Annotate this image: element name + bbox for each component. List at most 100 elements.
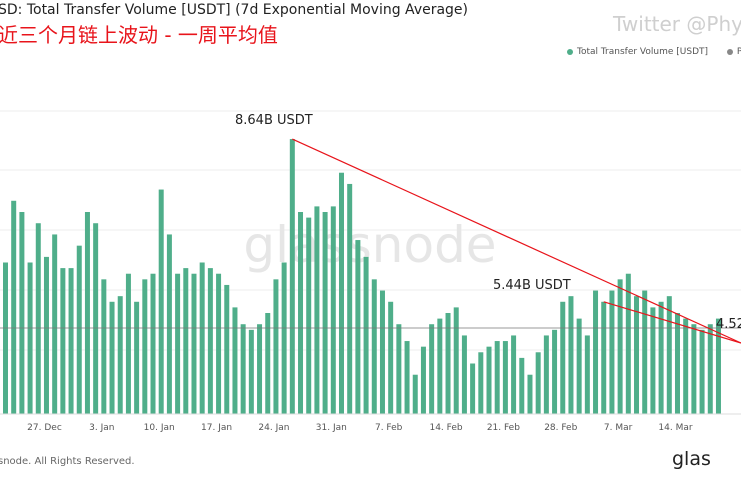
bar: [650, 307, 656, 414]
bar: [322, 212, 328, 414]
bar: [593, 290, 599, 414]
bar: [543, 335, 549, 414]
bar: [117, 296, 123, 414]
bar: [552, 329, 558, 414]
bar: [404, 341, 410, 414]
bar: [707, 324, 713, 414]
bar: [445, 313, 451, 414]
bar: [625, 273, 631, 414]
x-tick-label: 10. Jan: [144, 423, 175, 433]
legend-item-price[interactable]: P: [726, 47, 741, 57]
bar: [27, 262, 33, 414]
bar: [502, 341, 508, 414]
legend-label-price: P: [736, 47, 741, 57]
bar: [437, 318, 443, 414]
bar: [52, 234, 58, 414]
bar: [175, 273, 181, 414]
bar: [601, 301, 607, 414]
bar: [265, 313, 271, 414]
twitter-watermark: Twitter @Phy: [613, 12, 741, 36]
bar: [93, 223, 99, 414]
bar: [691, 324, 697, 414]
bar: [715, 318, 721, 414]
bar: [658, 301, 664, 414]
bar: [158, 189, 164, 414]
bar: [470, 363, 476, 414]
bar: [699, 329, 705, 414]
bar: [674, 313, 680, 414]
bar: [412, 374, 418, 414]
bar: [150, 273, 156, 414]
footer-copyright: snode. All Rights Reserved.: [0, 456, 135, 467]
x-tick-label: 28. Feb: [544, 423, 577, 433]
bar: [560, 301, 566, 414]
bar: [76, 245, 82, 414]
bar: [379, 290, 385, 414]
annotation-label: 8.64B USDT: [235, 113, 313, 128]
legend: Total Transfer Volume [USDT] P: [567, 47, 741, 57]
x-tick-label: 21. Feb: [487, 423, 520, 433]
bar: [519, 357, 525, 414]
bar: [125, 273, 131, 414]
bar: [666, 296, 672, 414]
x-tick-label: 27. Dec: [27, 423, 62, 433]
bar: [634, 296, 640, 414]
bar: [166, 234, 172, 414]
bar: [429, 324, 435, 414]
bar: [84, 212, 90, 414]
bar: [642, 290, 648, 414]
bar: [486, 346, 492, 414]
brand-logo: glas: [672, 448, 711, 470]
bar: [420, 346, 426, 414]
bar: [43, 256, 49, 414]
annotation-label: 5.44B USDT: [493, 278, 571, 293]
bar: [584, 335, 590, 414]
bar: [298, 212, 304, 414]
bar: [683, 318, 689, 414]
bar: [183, 268, 189, 414]
bar: [347, 183, 353, 414]
bar: [142, 279, 148, 414]
legend-dot-volume: [567, 48, 573, 55]
x-tick-label: 3. Jan: [89, 423, 114, 433]
bar: [207, 268, 213, 414]
bar: [3, 262, 8, 414]
bar: [609, 290, 615, 414]
bar: [306, 217, 312, 414]
bar: [494, 341, 500, 414]
bar: [388, 301, 394, 414]
chart-subtitle: 近三个月链上波动 - 一周平均值: [0, 23, 278, 47]
legend-item-volume[interactable]: Total Transfer Volume [USDT]: [567, 47, 708, 57]
bar: [240, 324, 246, 414]
bar: [224, 284, 230, 414]
bar: [617, 279, 623, 414]
annotation-label: 4.52: [716, 317, 741, 332]
bar: [314, 206, 320, 414]
bar: [134, 301, 140, 414]
x-tick-label: 7. Mar: [604, 423, 633, 433]
legend-label-volume: Total Transfer Volume [USDT]: [577, 47, 709, 57]
bar: [248, 329, 254, 414]
bar: [191, 273, 197, 414]
bar: [19, 212, 25, 414]
bar: [289, 139, 295, 415]
trend-line: [292, 138, 741, 344]
bar: [355, 240, 361, 414]
chart-title: SD: Total Transfer Volume [USDT] (7d Exp…: [0, 2, 469, 18]
bar: [478, 352, 484, 414]
bar: [453, 307, 459, 414]
bar: [101, 279, 107, 414]
bar: [461, 335, 467, 414]
bar: [568, 296, 574, 414]
bar: [257, 324, 263, 414]
trend-line: [603, 301, 741, 344]
bar: [281, 262, 287, 414]
x-tick-label: 31. Jan: [316, 423, 347, 433]
x-tick-label: 14. Feb: [429, 423, 462, 433]
bar: [396, 324, 402, 414]
bar: [338, 172, 344, 414]
x-tick-label: 14. Mar: [658, 423, 692, 433]
legend-dot-price: [726, 48, 733, 55]
bar: [109, 301, 115, 414]
